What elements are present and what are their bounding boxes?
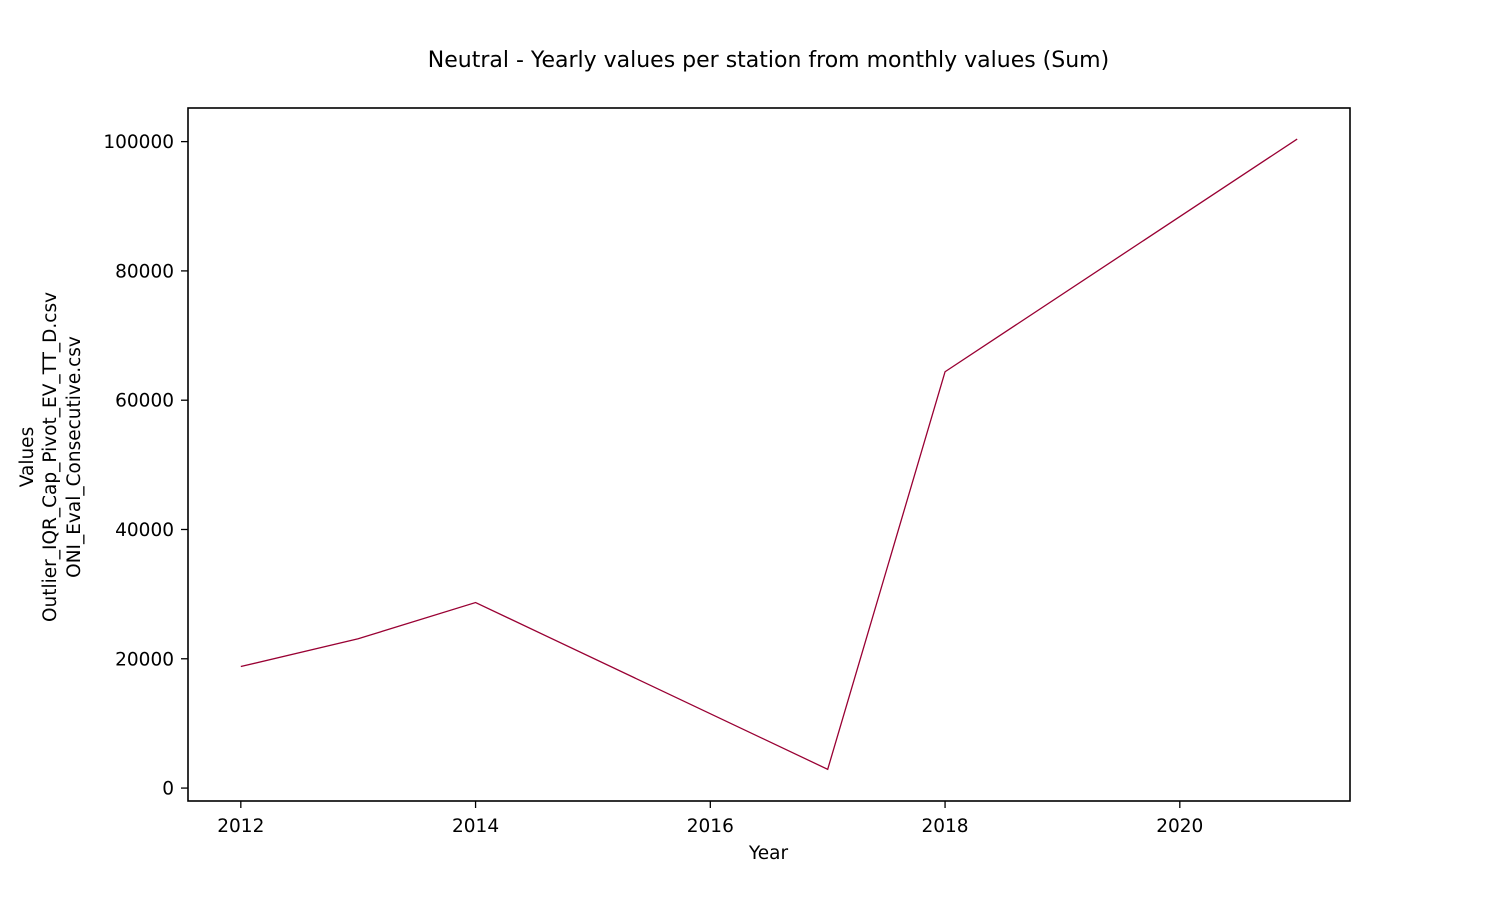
y-axis-ticks: 0 20000 40000 60000 80000 100000: [103, 132, 188, 800]
y-axis-label-line: ONI_Eval_Consecutive.csv: [64, 336, 85, 578]
x-tick-label: 2020: [1156, 816, 1203, 837]
axes-frame: [187, 107, 1351, 802]
y-tick-label: 40000: [115, 520, 174, 541]
y-tick-label: 100000: [103, 132, 174, 153]
series-line-1: [240, 138, 1298, 771]
x-axis-label: Year: [748, 843, 789, 864]
x-tick-label: 2018: [922, 816, 969, 837]
x-tick-label: 2014: [452, 816, 499, 837]
y-axis-label-line: Values: [17, 427, 38, 487]
y-tick-label: 20000: [115, 649, 174, 670]
plot-area: [240, 138, 1298, 771]
y-axis-label: Values Outlier_IQR_Cap_Pivot_EV_TT_D.csv O…: [17, 292, 85, 622]
chart-title: Neutral - Yearly values per station from…: [428, 48, 1109, 73]
y-tick-label: 80000: [115, 261, 174, 282]
y-tick-label: 0: [162, 779, 174, 800]
y-tick-label: 60000: [115, 391, 174, 412]
x-tick-label: 2016: [687, 816, 734, 837]
x-tick-label: 2012: [217, 816, 264, 837]
y-axis-label-line: Outlier_IQR_Cap_Pivot_EV_TT_D.csv: [40, 292, 61, 622]
x-axis-ticks: 2012 2014 2016 2018 2020: [217, 801, 1203, 837]
